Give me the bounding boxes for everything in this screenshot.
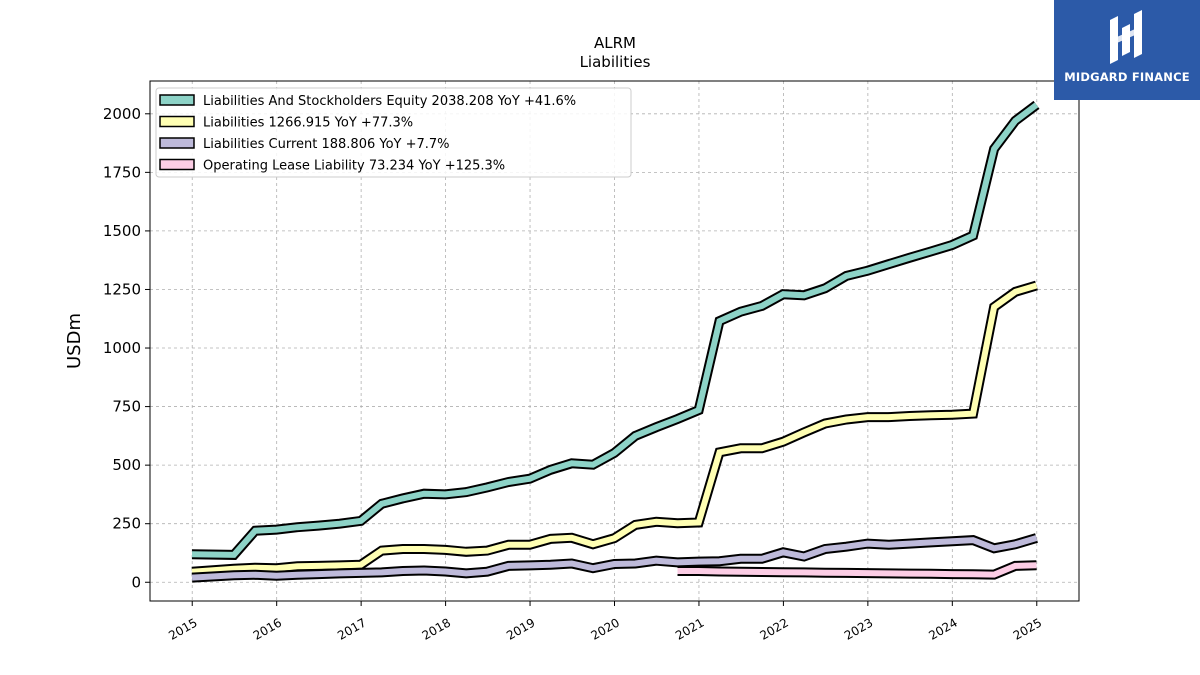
- y-tick-label: 750: [112, 398, 141, 416]
- logo-mark-icon: [1110, 10, 1142, 64]
- x-tick-label: 2017: [335, 615, 368, 642]
- series-line-0: [191, 100, 1040, 560]
- series-line-1: [191, 280, 1038, 577]
- legend-swatch: [159, 94, 195, 106]
- series-layer: [191, 100, 1040, 583]
- x-tick-label: 2018: [420, 615, 453, 642]
- y-axis: 0 250 500 750 1000 1250 1500 1750 2000: [103, 105, 150, 591]
- chart-title: ALRM: [594, 34, 636, 52]
- series-core: [191, 535, 1038, 581]
- y-tick-label: 1250: [103, 280, 141, 298]
- legend-swatch: [159, 137, 195, 149]
- legend-label: Liabilities 1266.915 YoY +77.3%: [203, 116, 413, 131]
- x-tick-label: 2020: [589, 615, 622, 642]
- x-tick-label: 2022: [757, 615, 790, 642]
- x-axis: 2015 2016 2017 2018 2019 2020 2021 2022 2023 2024…: [166, 601, 1044, 643]
- y-tick-label: 0: [131, 573, 141, 591]
- y-axis-label: USDm: [64, 313, 85, 369]
- logo-text: MIDGARD FINANCE: [1064, 70, 1190, 84]
- series-core: [677, 562, 1037, 578]
- x-tick-label: 2015: [166, 615, 199, 642]
- brand-logo: MIDGARD FINANCE: [1054, 0, 1200, 100]
- series-line-3: [677, 560, 1037, 580]
- x-tick-label: 2024: [926, 615, 959, 642]
- series-core: [191, 282, 1038, 575]
- x-tick-label: 2019: [504, 615, 537, 642]
- y-tick-label: 1000: [103, 339, 141, 357]
- y-tick-label: 2000: [103, 105, 141, 123]
- x-tick-label: 2025: [1011, 615, 1044, 642]
- legend-label: Operating Lease Liability 73.234 YoY +12…: [203, 159, 505, 174]
- legend-swatch: [159, 158, 195, 171]
- legend-box: [155, 87, 632, 178]
- y-tick-label: 500: [112, 456, 141, 474]
- y-tick-label: 250: [112, 515, 141, 533]
- legend: Liabilities And Stockholders Equity 2038…: [155, 87, 632, 178]
- series-core: [191, 102, 1039, 558]
- x-tick-label: 2021: [673, 615, 706, 642]
- x-tick-label: 2016: [251, 615, 284, 642]
- x-tick-label: 2023: [842, 615, 875, 642]
- chart-subtitle: Liabilities: [580, 53, 651, 71]
- legend-swatch: [159, 115, 195, 128]
- legend-label: Liabilities Current 188.806 YoY +7.7%: [203, 137, 450, 152]
- series-line-2: [191, 533, 1038, 583]
- y-tick-label: 1750: [103, 163, 141, 181]
- legend-label: Liabilities And Stockholders Equity 2038…: [203, 94, 576, 109]
- y-tick-label: 1500: [103, 222, 141, 240]
